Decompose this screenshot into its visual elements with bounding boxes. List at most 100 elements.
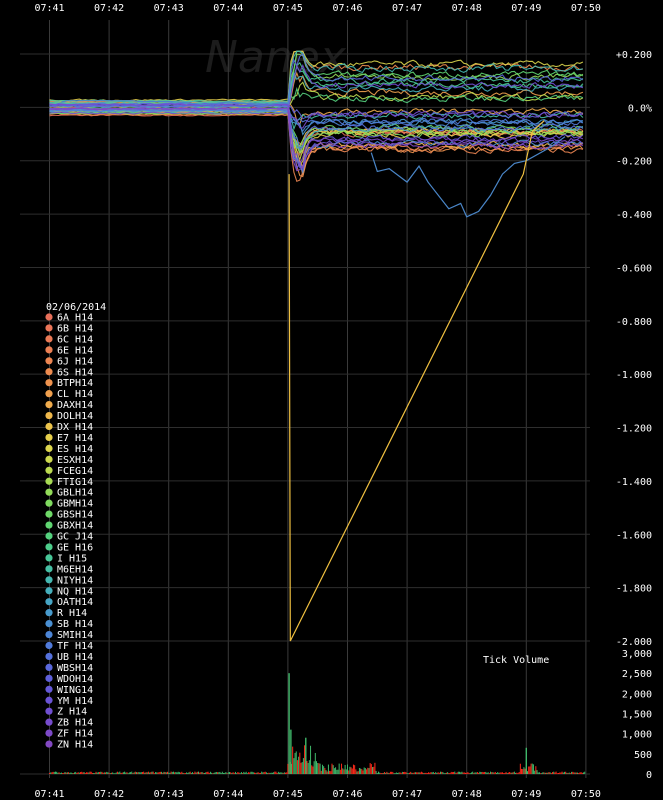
volume-y-axis: 3,000 2,500 2,000 1,500 1,000 500 0 [622, 649, 652, 781]
tick-volume-bars [49, 673, 586, 774]
legend-swatch [45, 663, 53, 672]
price-tick-label: -2.000 [616, 637, 652, 648]
legend-swatch [45, 477, 53, 485]
time-tick-label-top: 07:42 [94, 3, 124, 14]
series-line [49, 102, 584, 151]
legend-swatch [45, 324, 53, 332]
legend-swatch [45, 685, 53, 693]
series-line [49, 112, 584, 178]
legend-entry: I H15 [57, 553, 87, 564]
legend-swatch [45, 313, 53, 321]
time-tick-label-bottom: 07:47 [392, 789, 422, 800]
legend-entry: ESXH14 [57, 455, 93, 466]
time-tick-label-bottom: 07:45 [273, 789, 303, 800]
legend-entry: 6C H14 [57, 334, 93, 345]
legend-entry: GBSH14 [57, 510, 93, 521]
watermark: Nanex [205, 32, 347, 83]
legend-swatch [45, 368, 53, 376]
time-tick-label-top: 07:49 [511, 3, 541, 14]
price-tick-label: -1.200 [616, 424, 652, 435]
legend-entry: SB H14 [57, 619, 93, 630]
legend-entry: 6A H14 [57, 313, 93, 324]
legend-entry: ZF H14 [57, 729, 93, 740]
series-line [49, 103, 583, 129]
legend-swatch [45, 740, 53, 748]
legend-entry: DX H14 [57, 422, 93, 433]
legend-swatch [45, 335, 53, 343]
legend-swatch [45, 543, 53, 551]
time-tick-label-bottom: 07:44 [213, 789, 243, 800]
legend-entry: TF H14 [57, 641, 93, 652]
volume-tick-label: 1,000 [622, 730, 652, 741]
series-line [49, 64, 584, 103]
legend-swatch [45, 379, 53, 387]
highlight-line [370, 136, 566, 218]
legend-swatch [45, 598, 53, 606]
legend-swatch [45, 346, 53, 354]
legend-swatch [45, 718, 53, 726]
legend-swatch [45, 532, 53, 540]
legend-swatch [45, 674, 53, 682]
price-tick-label: -1.600 [616, 530, 652, 541]
legend-entry: ES H14 [57, 444, 93, 455]
highlight-lines [61, 100, 566, 642]
legend-entry: DOLH14 [57, 411, 93, 422]
price-tick-label: -0.800 [616, 317, 652, 328]
price-tick-label: -1.400 [616, 477, 652, 488]
legend-entry: SMIH14 [57, 630, 93, 641]
legend-entry: OATH14 [57, 597, 93, 608]
time-tick-label-bottom: 07:42 [94, 789, 124, 800]
time-tick-label-bottom: 07:41 [34, 789, 64, 800]
price-tick-label: -0.200 [616, 157, 652, 168]
time-tick-label-bottom: 07:48 [452, 789, 482, 800]
volume-tick-label: 2,500 [622, 669, 652, 680]
legend-swatch [45, 433, 53, 442]
time-tick-label-top: 07:44 [213, 3, 243, 14]
series-line [49, 50, 583, 104]
legend-swatch [45, 565, 53, 573]
price-tick-label: 0.0% [628, 103, 652, 114]
time-tick-label-bottom: 07:43 [154, 789, 184, 800]
legend-entry: FTIG14 [57, 477, 93, 488]
legend-entry: WDOH14 [57, 674, 93, 685]
legend-swatch [45, 620, 53, 628]
legend-swatch [45, 499, 53, 507]
legend-swatch [45, 466, 53, 474]
legend-swatch [45, 390, 53, 398]
series-line [49, 108, 584, 127]
legend-entry: NIYH14 [57, 575, 93, 586]
price-tick-label: +0.200 [616, 50, 652, 61]
legend-entry: GBXH14 [57, 521, 93, 532]
legend-entry: M6EH14 [57, 564, 93, 575]
legend-swatch [45, 488, 53, 496]
volume-tick-label: 3,000 [622, 649, 652, 660]
legend-swatch [45, 729, 53, 737]
legend-swatch [45, 587, 53, 595]
legend-entry: WING14 [57, 685, 93, 696]
series-line [49, 107, 584, 172]
legend-swatch [45, 357, 53, 365]
legend-swatch [45, 641, 53, 650]
price-tick-label: -0.400 [616, 210, 652, 221]
price-tick-label: -1.800 [616, 584, 652, 595]
volume-tick-label: 2,000 [622, 689, 652, 700]
legend-entry: DAXH14 [57, 400, 93, 411]
legend-swatch [45, 576, 53, 584]
legend-entry: GBLH14 [57, 488, 93, 499]
legend-entry: 6S H14 [57, 367, 93, 378]
time-tick-label-top: 07:41 [34, 3, 64, 14]
highlight-line [61, 100, 288, 106]
legend-swatch [45, 422, 53, 431]
volume-tick-label: 500 [634, 750, 652, 761]
legend-swatch [45, 444, 53, 452]
time-x-axis: 07:41 07:41 07:42 07:42 07:43 07:43 07:44 07:44… [34, 3, 601, 800]
time-tick-label-top: 07:48 [452, 3, 482, 14]
legend-entry: GBMH14 [57, 499, 93, 510]
legend-entry: YM H14 [57, 696, 93, 707]
legend-entry: CL H14 [57, 389, 93, 400]
volume-title: Tick Volume [483, 655, 549, 666]
legend-entry: ZN H14 [57, 740, 93, 751]
legend-entry: 6E H14 [57, 345, 93, 356]
time-tick-label-bottom: 07:49 [511, 789, 541, 800]
